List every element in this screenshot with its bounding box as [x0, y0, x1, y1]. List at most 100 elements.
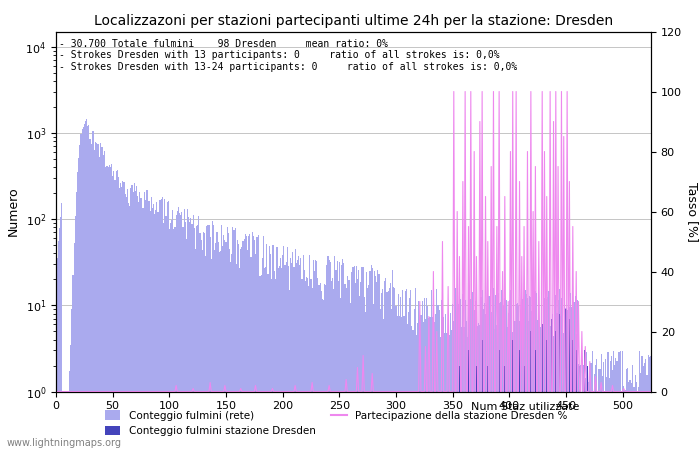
Bar [102, 148, 103, 450]
Bar [468, 351, 469, 450]
Bar [579, 392, 580, 450]
Bar [120, 183, 121, 450]
Bar [584, 378, 586, 450]
Bar [502, 308, 503, 450]
Bar [335, 270, 337, 450]
Bar [302, 255, 304, 450]
Bar [170, 223, 171, 450]
Bar [334, 256, 335, 450]
Bar [456, 298, 458, 450]
Bar [442, 313, 443, 450]
Bar [395, 306, 397, 450]
Bar [412, 330, 414, 450]
Bar [556, 313, 557, 450]
Bar [178, 207, 179, 450]
Bar [343, 263, 344, 450]
Bar [580, 364, 581, 450]
Bar [477, 325, 478, 450]
Bar [187, 209, 188, 450]
Bar [228, 233, 229, 450]
Bar [80, 134, 81, 450]
Bar [314, 271, 315, 450]
Bar [134, 183, 135, 450]
Bar [566, 310, 568, 450]
Bar [253, 236, 254, 450]
Bar [81, 130, 83, 450]
Bar [123, 182, 125, 450]
Bar [421, 301, 423, 450]
Bar [573, 302, 575, 450]
Bar [531, 311, 533, 450]
Bar [419, 331, 421, 450]
Bar [629, 380, 630, 450]
Bar [274, 271, 275, 450]
Bar [542, 324, 543, 450]
Bar [288, 266, 289, 450]
Bar [586, 352, 587, 450]
Bar [298, 256, 299, 450]
Bar [272, 245, 273, 450]
Bar [485, 314, 486, 450]
Bar [522, 299, 524, 450]
Bar [389, 288, 390, 450]
Bar [504, 365, 505, 450]
Bar [510, 290, 511, 450]
Bar [594, 374, 595, 450]
Bar [70, 345, 71, 450]
Bar [632, 365, 634, 450]
Bar [624, 390, 626, 450]
Bar [164, 199, 165, 450]
Bar [368, 285, 370, 450]
Bar [491, 311, 492, 450]
Bar [441, 300, 442, 450]
Bar [602, 376, 603, 450]
Bar [529, 296, 531, 450]
Bar [239, 268, 240, 450]
Legend: Conteggio fulmini (rete), Conteggio fulmini stazione Dresden, Partecipazione del: Conteggio fulmini (rete), Conteggio fulm… [100, 406, 572, 440]
Bar [286, 247, 288, 450]
Bar [440, 337, 441, 450]
Bar [337, 280, 339, 450]
Bar [467, 337, 468, 450]
Bar [169, 229, 170, 450]
Bar [245, 234, 246, 450]
Bar [257, 238, 258, 450]
Bar [281, 268, 282, 450]
Bar [518, 306, 519, 450]
Bar [69, 371, 70, 450]
Bar [533, 304, 535, 450]
Bar [279, 266, 280, 450]
Bar [222, 246, 223, 450]
Bar [450, 313, 451, 450]
Bar [147, 190, 148, 450]
Bar [117, 170, 118, 450]
Bar [538, 293, 540, 450]
Bar [158, 212, 159, 450]
Bar [72, 275, 74, 450]
Bar [204, 233, 205, 450]
Bar [242, 241, 244, 450]
Bar [507, 327, 508, 450]
Bar [470, 299, 471, 450]
Bar [203, 232, 204, 450]
Bar [64, 392, 66, 450]
Bar [496, 325, 498, 450]
Bar [500, 289, 502, 450]
Bar [145, 200, 146, 450]
Bar [161, 199, 162, 450]
Bar [269, 246, 270, 450]
Bar [132, 192, 134, 450]
Bar [354, 266, 355, 450]
Bar [621, 392, 622, 450]
Bar [379, 309, 381, 450]
Bar [207, 225, 209, 450]
Bar [93, 131, 94, 450]
Bar [535, 291, 536, 450]
Bar [350, 303, 351, 450]
Bar [209, 237, 211, 450]
Bar [559, 314, 560, 450]
Bar [225, 242, 227, 450]
Bar [136, 185, 137, 450]
Bar [331, 281, 332, 450]
Bar [297, 260, 298, 450]
